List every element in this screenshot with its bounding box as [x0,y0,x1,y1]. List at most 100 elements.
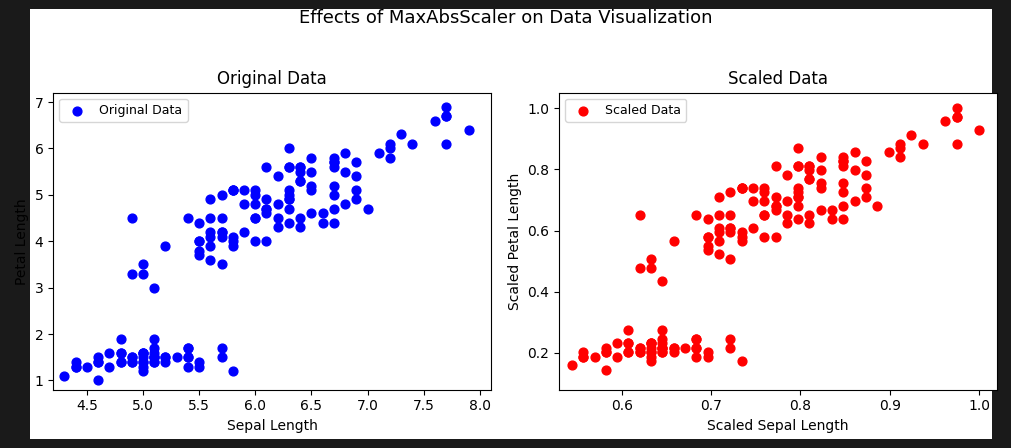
Original Data [292,168,308,175]
Scaled Data [574,349,590,356]
Scaled Data [642,264,658,271]
Original Data [404,140,421,147]
Original Data [191,237,207,245]
Scaled Data [722,211,738,218]
Original Data [280,191,296,198]
Original Data [213,353,229,361]
Original Data [280,145,296,152]
Original Data [247,187,263,194]
Original Data [202,228,218,236]
Original Data [123,353,140,361]
Scaled Data [699,233,715,240]
Original Data [180,353,196,361]
Original Data [292,215,308,222]
Original Data [224,237,241,245]
Scaled Data [642,255,658,263]
Original Data [247,201,263,208]
Scaled Data [834,202,850,209]
Scaled Data [665,237,681,245]
Original Data [224,233,241,240]
Legend: Original Data: Original Data [60,99,187,122]
Scaled Data [766,202,783,209]
Original Data [180,345,196,352]
Scaled Data [722,189,738,196]
Original Data [146,353,162,361]
Scaled Data [891,140,907,147]
Scaled Data [778,198,795,205]
Scaled Data [563,362,579,369]
Scaled Data [812,184,828,191]
Title: Original Data: Original Data [217,70,327,88]
Original Data [236,201,252,208]
Scaled Data [790,193,806,200]
Original Data [191,219,207,226]
Original Data [157,353,173,361]
Scaled Data [642,340,658,347]
Original Data [112,335,128,342]
Scaled Data [947,104,963,112]
Original Data [236,228,252,236]
Scaled Data [631,344,647,351]
Original Data [292,164,308,171]
Original Data [101,349,117,356]
Original Data [460,126,476,134]
Scaled Data [722,344,738,351]
Scaled Data [891,153,907,160]
Original Data [314,210,331,217]
Original Data [134,367,151,375]
Scaled Data [620,326,636,333]
Original Data [146,335,162,342]
Original Data [213,228,229,236]
Original Data [236,187,252,194]
Original Data [224,187,241,194]
Scaled Data [733,237,749,245]
Original Data [247,215,263,222]
Original Data [123,358,140,366]
Scaled Data [834,153,850,160]
Scaled Data [699,215,715,223]
Original Data [381,145,397,152]
Scaled Data [699,233,715,240]
Scaled Data [699,246,715,254]
Original Data [392,131,408,138]
Scaled Data [676,344,693,351]
Scaled Data [574,353,590,360]
Original Data [258,205,274,212]
Scaled Data [778,171,795,178]
Scaled Data [722,335,738,342]
Scaled Data [654,335,670,342]
Scaled Data [654,344,670,351]
Scaled Data [744,224,760,232]
Scaled Data [733,184,749,191]
Original Data [191,252,207,259]
Scaled Data [857,184,874,191]
Scaled Data [778,211,795,218]
Scaled Data [631,211,647,218]
Original Data [134,353,151,361]
Original Data [438,112,454,120]
Scaled Data [755,211,771,218]
Original Data [224,367,241,375]
Original Data [112,349,128,356]
Scaled Data [733,228,749,236]
Original Data [438,140,454,147]
Original Data [68,358,84,366]
Scaled Data [790,189,806,196]
Scaled Data [891,144,907,151]
Original Data [427,117,443,124]
Scaled Data [834,180,850,187]
Y-axis label: Petal Length: Petal Length [15,198,29,284]
Scaled Data [654,349,670,356]
Scaled Data [699,353,715,360]
Scaled Data [846,149,862,156]
Original Data [280,196,296,203]
Scaled Data [812,153,828,160]
Original Data [157,242,173,250]
Original Data [381,154,397,161]
Scaled Data [631,344,647,351]
Scaled Data [642,340,658,347]
Scaled Data [834,158,850,165]
Scaled Data [642,344,658,351]
Original Data [191,247,207,254]
Scaled Data [687,353,704,360]
